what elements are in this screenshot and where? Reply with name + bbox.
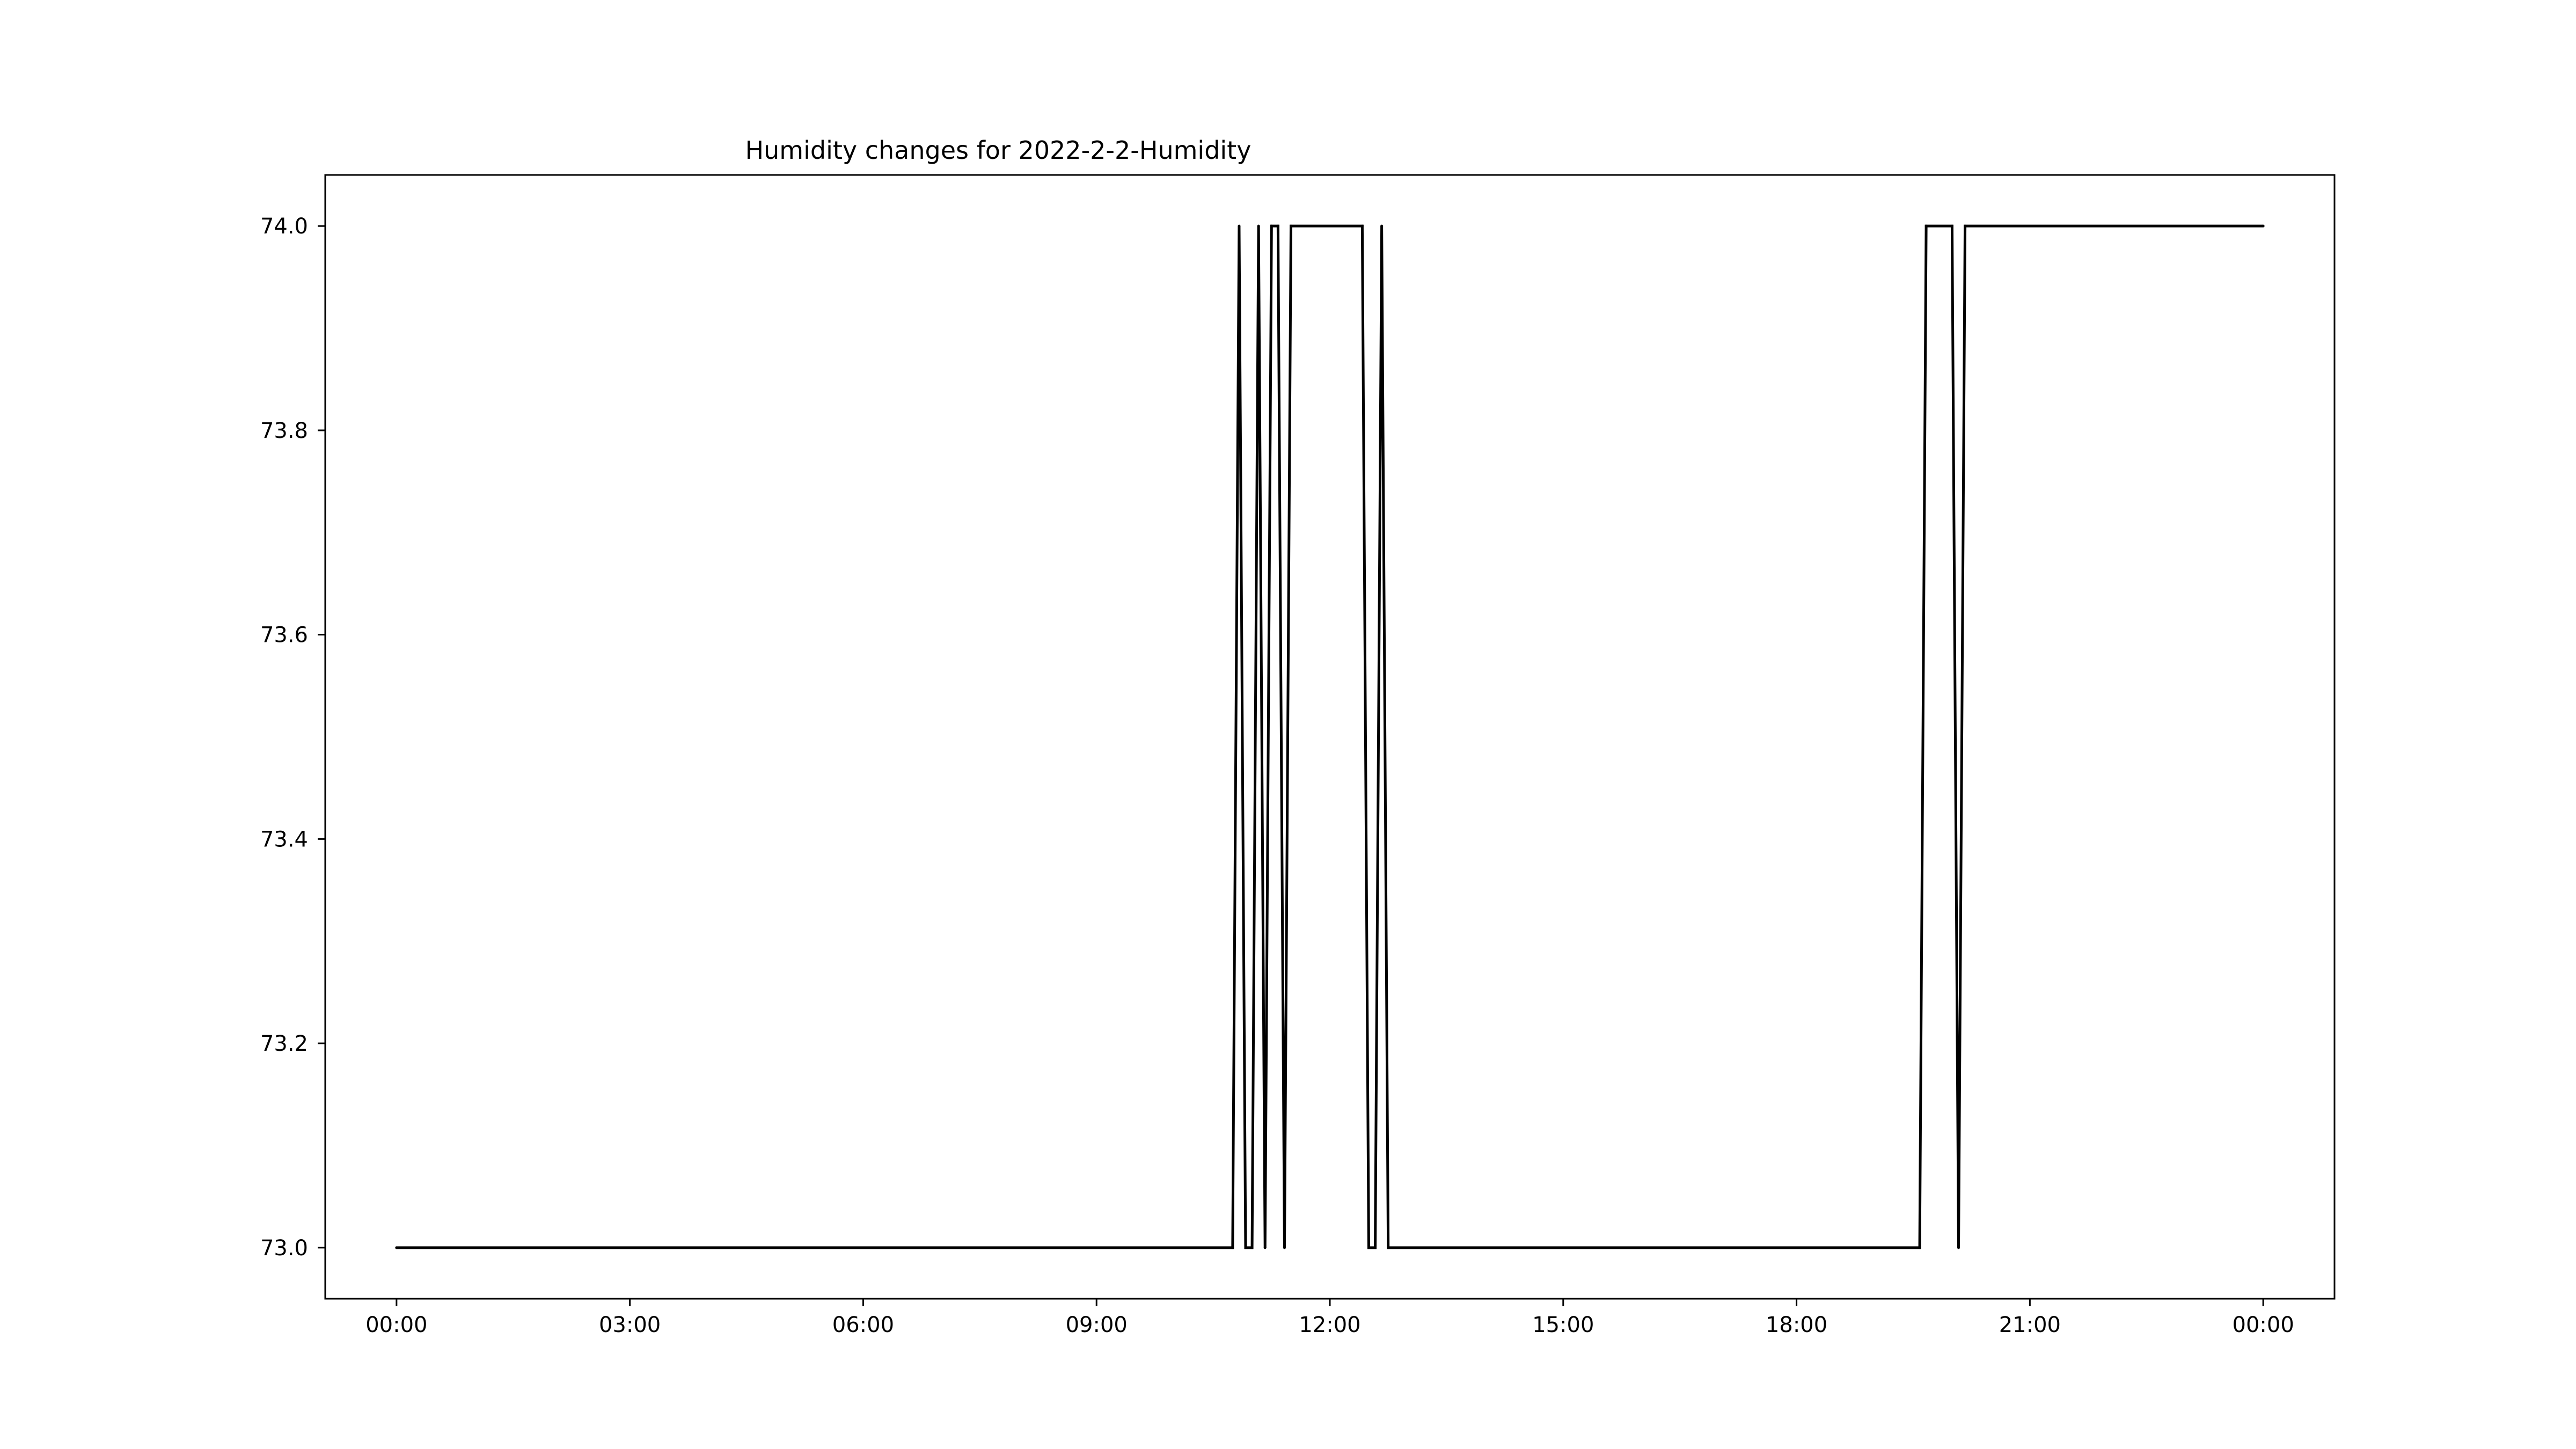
x-tick-label: 21:00 xyxy=(1999,1313,2061,1337)
y-tick-label: 73.0 xyxy=(260,1236,308,1261)
data-point xyxy=(395,1246,398,1249)
chart-title: Humidity changes for 2022-2-2-Humidity xyxy=(745,136,1252,165)
y-tick-label: 73.4 xyxy=(260,827,308,852)
x-axis: 00:00 03:00 06:00 09:00 12:00 15:00 18:00 21:00… xyxy=(365,1299,2294,1337)
x-tick-label: 00:00 xyxy=(2233,1313,2294,1337)
data-point xyxy=(1918,1246,1921,1249)
data-point xyxy=(1380,224,1384,228)
data-point xyxy=(1263,1246,1267,1249)
data-point xyxy=(1276,224,1279,228)
data-point xyxy=(1367,1246,1370,1249)
x-tick-label: 00:00 xyxy=(365,1313,427,1337)
data-point xyxy=(1360,224,1364,228)
data-point xyxy=(1924,224,1928,228)
series-line xyxy=(396,224,2264,1249)
y-axis: 73.0 73.2 73.4 73.6 73.8 74.0 xyxy=(260,214,325,1261)
data-point xyxy=(1387,1246,1390,1249)
data-point xyxy=(1231,1246,1234,1249)
series-layer xyxy=(395,224,2265,1249)
y-tick-label: 73.2 xyxy=(260,1031,308,1056)
data-point xyxy=(1244,1246,1247,1249)
data-point xyxy=(1270,224,1273,228)
data-point xyxy=(1238,224,1241,228)
data-point xyxy=(1257,224,1260,228)
y-tick-label: 73.6 xyxy=(260,623,308,648)
x-tick-label: 12:00 xyxy=(1299,1313,1360,1337)
data-point xyxy=(1964,224,1967,228)
y-tick-label: 73.8 xyxy=(260,419,308,443)
data-point xyxy=(1374,1246,1377,1249)
data-point xyxy=(1283,1246,1286,1249)
x-tick-label: 03:00 xyxy=(599,1313,661,1337)
x-tick-label: 09:00 xyxy=(1066,1313,1128,1337)
data-point xyxy=(1957,1246,1960,1249)
data-point xyxy=(1250,1246,1254,1249)
x-tick-label: 18:00 xyxy=(1766,1313,1827,1337)
y-tick-label: 74.0 xyxy=(260,214,308,239)
plot-frame xyxy=(324,174,2336,1300)
data-point xyxy=(1290,224,1293,228)
data-point xyxy=(1950,224,1953,228)
x-tick-label: 15:00 xyxy=(1532,1313,1594,1337)
data-point xyxy=(2262,224,2265,228)
x-tick-label: 06:00 xyxy=(832,1313,894,1337)
